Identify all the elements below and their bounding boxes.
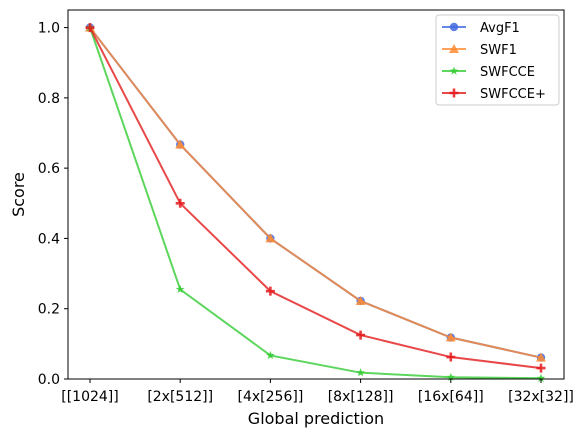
data-point (265, 286, 275, 296)
data-point (536, 363, 546, 373)
data-point (265, 233, 276, 243)
legend: AvgF1 SWF1 SWFCCE SWFCCE+ (435, 14, 560, 106)
legend-label: SWFCCE (480, 65, 535, 80)
x-axis: [[1024]] [2x[512]] [4x[256]] [8x[128]] [16x[… (61, 379, 574, 405)
legend-label: SWFCCE+ (480, 87, 546, 102)
data-point (356, 368, 365, 377)
x-tick-label: [4x[256]] (238, 389, 304, 405)
legend-item: AvgF1 (442, 21, 520, 36)
y-axis-title: Score (9, 172, 28, 217)
x-axis-title: Global prediction (248, 409, 384, 428)
legend-marker (449, 88, 459, 98)
data-point (356, 330, 366, 340)
data-point (446, 372, 456, 381)
legend-marker (449, 44, 459, 53)
y-tick-label: 0.6 (38, 161, 60, 177)
y-tick-label: 0.8 (38, 91, 60, 107)
plot-frame (67, 9, 565, 380)
data-point (355, 295, 366, 305)
data-point (175, 139, 186, 149)
series-swf1 (85, 22, 546, 362)
data-point (536, 352, 546, 362)
data-point (175, 284, 185, 294)
y-tick-label: 0.4 (38, 231, 60, 247)
legend-item: SWF1 (442, 43, 517, 58)
data-point (445, 332, 456, 342)
data-point (536, 373, 546, 382)
data-point (85, 23, 95, 33)
data-point (266, 350, 275, 360)
series-layer (85, 22, 546, 382)
data-point (446, 352, 456, 362)
data-point (175, 198, 185, 208)
legend-item: SWFCCE (442, 65, 535, 80)
legend-label: SWF1 (480, 43, 517, 58)
y-axis: 0.0 0.2 0.4 0.6 0.8 1.0 (38, 21, 68, 388)
x-tick-label: [16x[64]] (418, 389, 484, 405)
y-tick-label: 1.0 (38, 21, 60, 37)
legend-item: SWFCCE+ (442, 87, 546, 102)
legend-marker (449, 66, 459, 75)
y-tick-label: 0.2 (38, 302, 60, 318)
legend-box (435, 14, 560, 106)
series-line (89, 27, 542, 380)
series-line (89, 27, 542, 370)
legend-marker (449, 22, 459, 32)
y-tick-label: 0.0 (38, 372, 60, 388)
x-tick-label: [32x[32]] (508, 389, 574, 405)
x-tick-label: [2x[512]] (147, 389, 213, 405)
legend-label: AvgF1 (480, 21, 520, 36)
series-swfcce- (85, 23, 546, 373)
x-tick-label: [8x[128]] (328, 389, 394, 405)
series-line (89, 26, 542, 359)
x-tick-label: [[1024]] (61, 389, 118, 405)
